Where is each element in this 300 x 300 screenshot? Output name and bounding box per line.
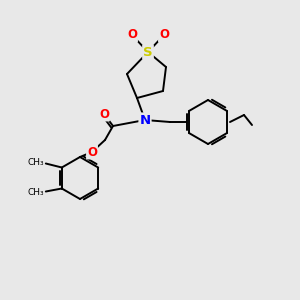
Text: O: O: [87, 146, 97, 158]
Text: CH₃: CH₃: [27, 188, 44, 197]
Text: CH₃: CH₃: [27, 158, 44, 167]
Text: O: O: [159, 28, 169, 41]
Text: S: S: [143, 46, 153, 59]
Text: O: O: [127, 28, 137, 41]
Text: N: N: [140, 113, 151, 127]
Text: O: O: [99, 107, 109, 121]
